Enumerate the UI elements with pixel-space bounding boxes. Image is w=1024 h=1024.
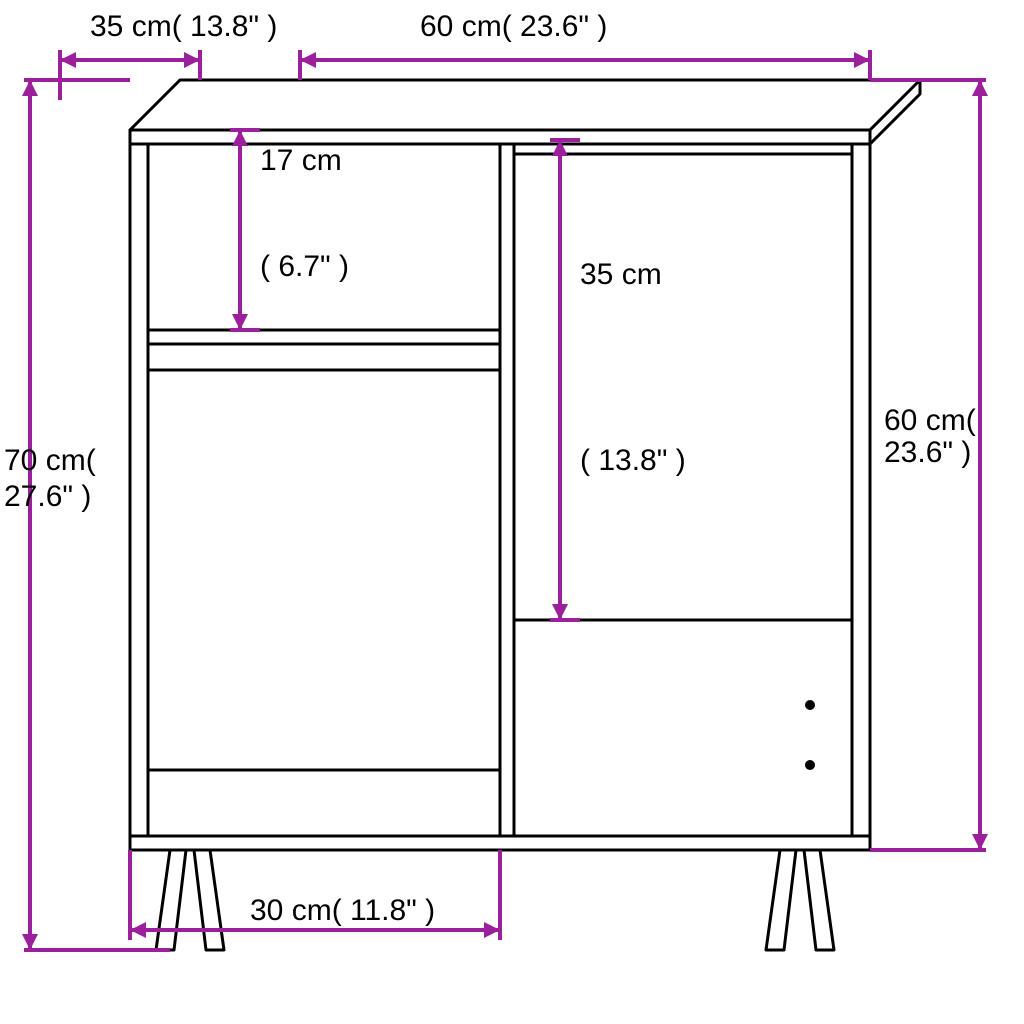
path-element <box>484 922 500 938</box>
text-element: 35 cm <box>580 258 662 291</box>
text-element: 17 cm <box>260 144 342 177</box>
path-element <box>184 52 200 68</box>
path-element <box>552 140 568 156</box>
path-element <box>514 154 852 620</box>
text-element: 35 cm( 13.8" ) <box>90 10 277 43</box>
dim-60h-a: 60 cm( <box>884 404 976 437</box>
circle-element <box>805 700 815 710</box>
dimension-diagram: 35 cm( 13.8" )60 cm( 23.6" )17 cm( 6.7" … <box>0 0 1024 1024</box>
text-element: 60 cm( 23.6" ) <box>420 10 607 43</box>
path-element <box>232 130 248 146</box>
path-element <box>194 850 224 950</box>
text-element: ( 13.8" ) <box>580 444 686 477</box>
path-element <box>552 604 568 620</box>
dim-70-a: 70 cm( <box>4 444 96 477</box>
path-element <box>300 52 316 68</box>
circle-element <box>805 760 815 770</box>
dim-30: 30 cm( 11.8" ) <box>250 894 435 927</box>
text-element: ( 6.7" ) <box>260 250 349 283</box>
dim-70-b: 27.6" ) <box>4 480 91 513</box>
path-element <box>766 850 796 950</box>
path-element <box>232 314 248 330</box>
path-element <box>804 850 834 950</box>
path-element <box>854 52 870 68</box>
path-element <box>156 850 186 950</box>
path-element <box>148 370 500 770</box>
path-element <box>22 934 38 950</box>
path-element <box>972 80 988 96</box>
path-element <box>972 834 988 850</box>
path-element <box>130 922 146 938</box>
dim-60h-b: 23.6" ) <box>884 436 971 469</box>
path-element <box>60 52 76 68</box>
path-element <box>130 80 920 130</box>
path-element <box>22 80 38 96</box>
